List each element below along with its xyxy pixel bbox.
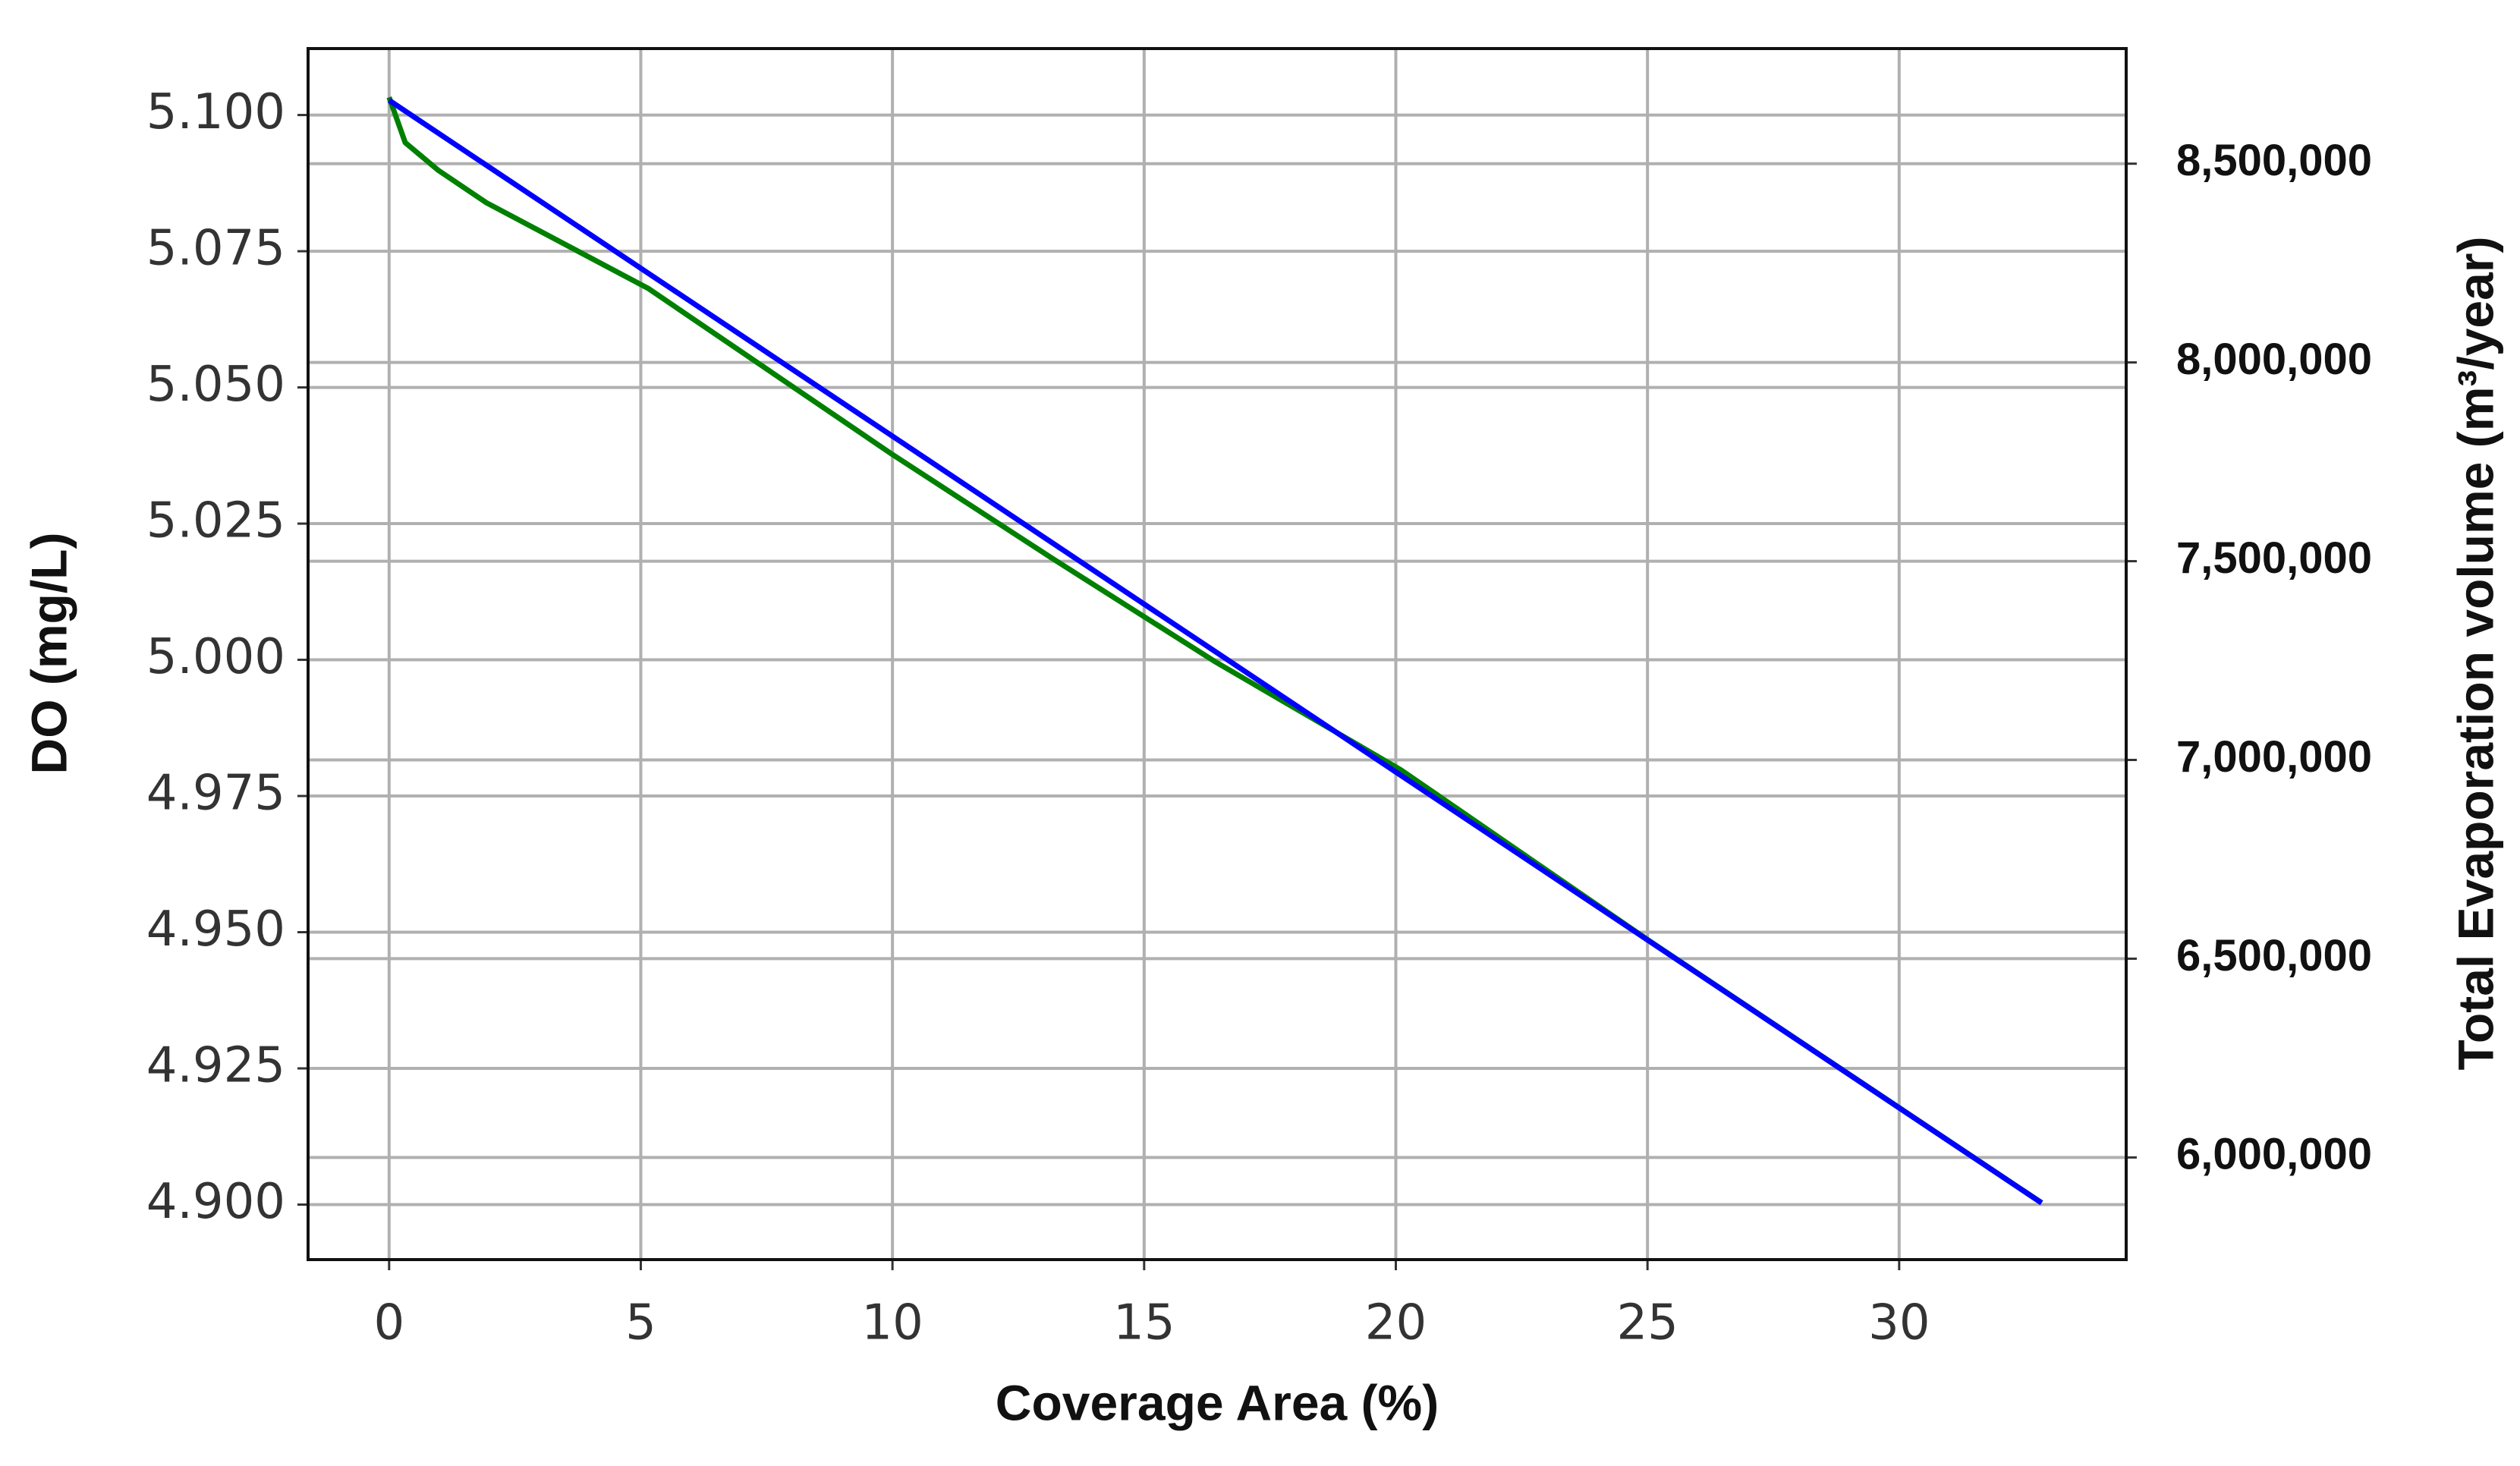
y-tick-label: 4.900 — [146, 1174, 285, 1230]
x-tick-label: 20 — [1365, 1295, 1427, 1351]
y2-axis-title: Total Evaporation volume (m³/year) — [2447, 237, 2503, 1071]
x-tick-label: 10 — [861, 1295, 923, 1351]
y-tick-label: 4.925 — [146, 1038, 285, 1094]
y-tick-label: 5.000 — [146, 629, 285, 685]
y2-tick-label: 7,000,000 — [2176, 732, 2372, 782]
y-tick-label: 5.075 — [146, 221, 285, 277]
series-line — [386, 96, 2043, 1205]
y2-tick-label: 7,500,000 — [2176, 533, 2372, 583]
y-tick-label: 5.050 — [146, 357, 285, 413]
series-line — [387, 98, 2043, 1206]
y-tick-label: 5.100 — [146, 84, 285, 140]
x-tick-label: 25 — [1616, 1295, 1678, 1351]
y-tick-label: 5.025 — [146, 493, 285, 549]
x-tick-label: 15 — [1113, 1295, 1175, 1351]
y-axis-title: DO (mg/L) — [20, 533, 77, 775]
y-tick-label: 4.975 — [146, 766, 285, 822]
x-tick-label: 30 — [1868, 1295, 1930, 1351]
y2-tick-label: 8,000,000 — [2176, 335, 2372, 384]
y2-tick-label: 6,000,000 — [2176, 1130, 2372, 1179]
x-tick-label: 5 — [625, 1295, 656, 1351]
y2-tick-label: 6,500,000 — [2176, 931, 2372, 980]
x-tick-label: 0 — [373, 1295, 404, 1351]
x-axis-title: Coverage Area (%) — [996, 1374, 1439, 1430]
y2-tick-label: 8,500,000 — [2176, 136, 2372, 185]
plot-frame — [307, 47, 2128, 1261]
y-tick-label: 4.950 — [146, 901, 285, 958]
